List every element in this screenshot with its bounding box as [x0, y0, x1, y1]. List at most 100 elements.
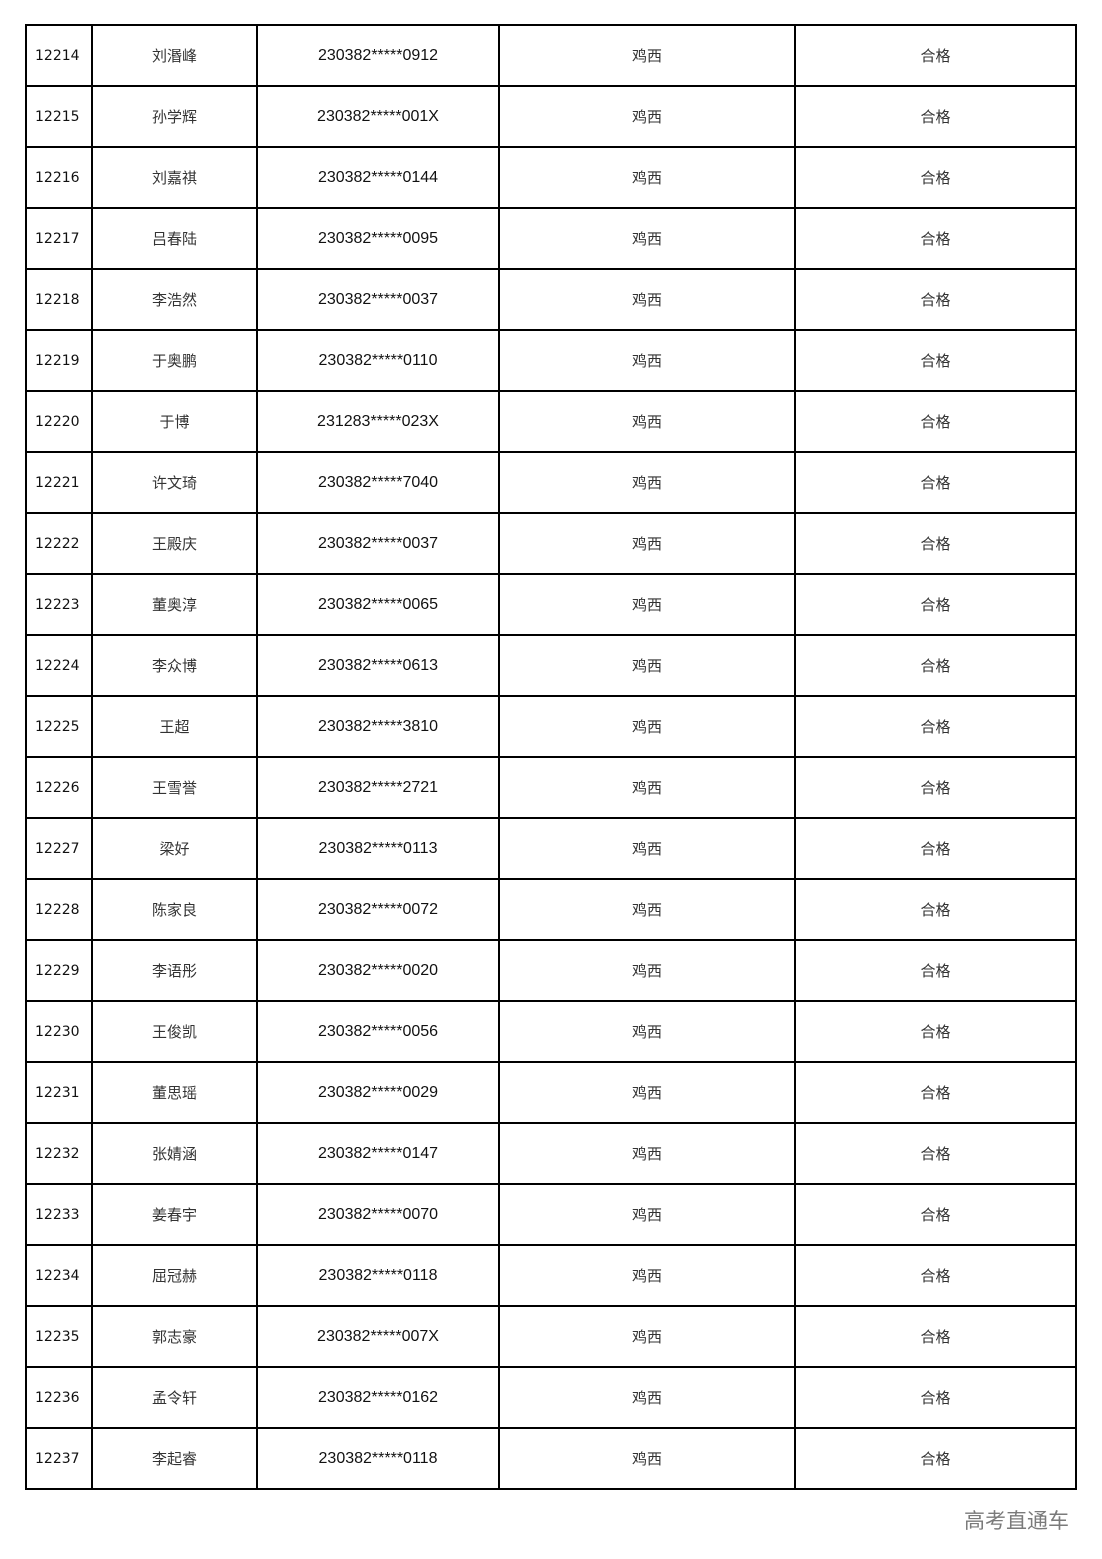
table-row: 12235 郭志豪 230382*****007X 鸡西 合格 — [25, 1305, 1077, 1368]
name-cell: 吕春陆 — [91, 207, 258, 270]
id-number-cell: 230382*****0065 — [256, 573, 500, 636]
region-cell: 鸡西 — [498, 695, 796, 758]
region-cell: 鸡西 — [498, 268, 796, 331]
name-cell: 孙学辉 — [91, 85, 258, 148]
table-row: 12220 于博 231283*****023X 鸡西 合格 — [25, 390, 1077, 453]
region-cell: 鸡西 — [498, 1061, 796, 1124]
name-cell: 孟令轩 — [91, 1366, 258, 1429]
id-number-cell: 230382*****0037 — [256, 268, 500, 331]
id-number-cell: 230382*****7040 — [256, 451, 500, 514]
serial-number-cell: 12234 — [25, 1244, 93, 1307]
name-cell: 李语彤 — [91, 939, 258, 1002]
name-cell: 郭志豪 — [91, 1305, 258, 1368]
name-cell: 刘湣峰 — [91, 24, 258, 87]
watermark: 高考直通车 — [964, 1509, 1069, 1533]
result-cell: 合格 — [794, 85, 1077, 148]
name-cell: 张婧涵 — [91, 1122, 258, 1185]
name-cell: 王超 — [91, 695, 258, 758]
serial-number-cell: 12231 — [25, 1061, 93, 1124]
name-cell: 刘嘉祺 — [91, 146, 258, 209]
id-number-cell: 230382*****001X — [256, 85, 500, 148]
id-number-cell: 230382*****0912 — [256, 24, 500, 87]
region-cell: 鸡西 — [498, 85, 796, 148]
name-cell: 于博 — [91, 390, 258, 453]
table-row: 12230 王俊凯 230382*****0056 鸡西 合格 — [25, 1000, 1077, 1063]
id-number-cell: 230382*****0147 — [256, 1122, 500, 1185]
serial-number-cell: 12223 — [25, 573, 93, 636]
table-row: 12215 孙学辉 230382*****001X 鸡西 合格 — [25, 85, 1077, 148]
name-cell: 屈冠赫 — [91, 1244, 258, 1307]
table-row: 12219 于奥鹏 230382*****0110 鸡西 合格 — [25, 329, 1077, 392]
id-number-cell: 230382*****3810 — [256, 695, 500, 758]
serial-number-cell: 12225 — [25, 695, 93, 758]
table-row: 12236 孟令轩 230382*****0162 鸡西 合格 — [25, 1366, 1077, 1429]
region-cell: 鸡西 — [498, 573, 796, 636]
table-row: 12223 董奥淳 230382*****0065 鸡西 合格 — [25, 573, 1077, 636]
region-cell: 鸡西 — [498, 207, 796, 270]
result-cell: 合格 — [794, 24, 1077, 87]
serial-number-cell: 12218 — [25, 268, 93, 331]
serial-number-cell: 12220 — [25, 390, 93, 453]
serial-number-cell: 12226 — [25, 756, 93, 819]
region-cell: 鸡西 — [498, 512, 796, 575]
id-number-cell: 230382*****0070 — [256, 1183, 500, 1246]
result-cell: 合格 — [794, 1061, 1077, 1124]
id-number-cell: 230382*****0162 — [256, 1366, 500, 1429]
serial-number-cell: 12235 — [25, 1305, 93, 1368]
name-cell: 董思瑶 — [91, 1061, 258, 1124]
serial-number-cell: 12217 — [25, 207, 93, 270]
id-number-cell: 231283*****023X — [256, 390, 500, 453]
table-row: 12225 王超 230382*****3810 鸡西 合格 — [25, 695, 1077, 758]
result-cell: 合格 — [794, 451, 1077, 514]
serial-number-cell: 12233 — [25, 1183, 93, 1246]
table-row: 12222 王殿庆 230382*****0037 鸡西 合格 — [25, 512, 1077, 575]
result-cell: 合格 — [794, 878, 1077, 941]
result-cell: 合格 — [794, 817, 1077, 880]
name-cell: 李起睿 — [91, 1427, 258, 1490]
id-number-cell: 230382*****0113 — [256, 817, 500, 880]
id-number-cell: 230382*****0110 — [256, 329, 500, 392]
region-cell: 鸡西 — [498, 1122, 796, 1185]
result-cell: 合格 — [794, 390, 1077, 453]
table-row: 12216 刘嘉祺 230382*****0144 鸡西 合格 — [25, 146, 1077, 209]
table-row: 12232 张婧涵 230382*****0147 鸡西 合格 — [25, 1122, 1077, 1185]
id-number-cell: 230382*****0037 — [256, 512, 500, 575]
region-cell: 鸡西 — [498, 756, 796, 819]
table-row: 12214 刘湣峰 230382*****0912 鸡西 合格 — [25, 24, 1077, 87]
name-cell: 李众博 — [91, 634, 258, 697]
result-cell: 合格 — [794, 939, 1077, 1002]
region-cell: 鸡西 — [498, 390, 796, 453]
table-body: 12214 刘湣峰 230382*****0912 鸡西 合格 12215 孙学辉 23038… — [25, 24, 1077, 1490]
result-cell: 合格 — [794, 512, 1077, 575]
region-cell: 鸡西 — [498, 634, 796, 697]
id-number-cell: 230382*****0095 — [256, 207, 500, 270]
region-cell: 鸡西 — [498, 1000, 796, 1063]
result-cell: 合格 — [794, 1000, 1077, 1063]
result-cell: 合格 — [794, 1122, 1077, 1185]
result-cell: 合格 — [794, 146, 1077, 209]
name-cell: 王殿庆 — [91, 512, 258, 575]
region-cell: 鸡西 — [498, 1305, 796, 1368]
table-row: 12228 陈家良 230382*****0072 鸡西 合格 — [25, 878, 1077, 941]
serial-number-cell: 12237 — [25, 1427, 93, 1490]
id-number-cell: 230382*****0072 — [256, 878, 500, 941]
id-number-cell: 230382*****0613 — [256, 634, 500, 697]
region-cell: 鸡西 — [498, 878, 796, 941]
table-row: 12217 吕春陆 230382*****0095 鸡西 合格 — [25, 207, 1077, 270]
region-cell: 鸡西 — [498, 1427, 796, 1490]
id-number-cell: 230382*****2721 — [256, 756, 500, 819]
serial-number-cell: 12236 — [25, 1366, 93, 1429]
name-cell: 姜春宇 — [91, 1183, 258, 1246]
results-table: 12214 刘湣峰 230382*****0912 鸡西 合格 12215 孙学辉 23038… — [25, 24, 1077, 1490]
name-cell: 王雪誉 — [91, 756, 258, 819]
result-cell: 合格 — [794, 1427, 1077, 1490]
result-cell: 合格 — [794, 207, 1077, 270]
name-cell: 董奥淳 — [91, 573, 258, 636]
id-number-cell: 230382*****007X — [256, 1305, 500, 1368]
region-cell: 鸡西 — [498, 451, 796, 514]
result-cell: 合格 — [794, 1366, 1077, 1429]
id-number-cell: 230382*****0020 — [256, 939, 500, 1002]
result-cell: 合格 — [794, 634, 1077, 697]
serial-number-cell: 12224 — [25, 634, 93, 697]
table-row: 12218 李浩然 230382*****0037 鸡西 合格 — [25, 268, 1077, 331]
